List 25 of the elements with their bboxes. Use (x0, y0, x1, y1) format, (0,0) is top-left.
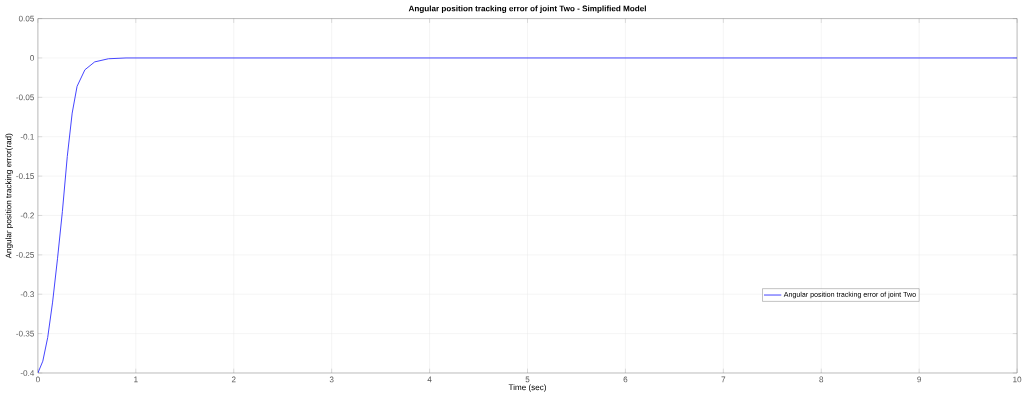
line-series (37, 57, 1018, 373)
x-tick-label: 0 (35, 376, 40, 383)
y-tick-label: -0.1 (20, 133, 34, 140)
y-tick-label: -0.05 (16, 94, 34, 101)
y-tick-label: -0.15 (16, 173, 34, 179)
y-tick-label: -0.25 (16, 251, 34, 258)
x-tick-label: 4 (427, 376, 432, 383)
x-tick-label: 2 (231, 376, 236, 383)
y-axis-title: Angular position tracking error(rad) (5, 133, 13, 259)
y-tick-label: -0.4 (20, 370, 35, 376)
y-tick-label: -0.2 (20, 212, 34, 219)
chart-title: Angular position tracking error of joint Two - Simplified Model (408, 5, 646, 13)
x-tick-label: 5 (525, 376, 530, 383)
y-tick-label: -0.35 (16, 330, 34, 337)
x-tick-label: 10 (1013, 376, 1022, 383)
x-tick-label: 9 (917, 376, 922, 383)
x-tick-label: 8 (819, 376, 824, 383)
x-tick-label: 7 (721, 376, 726, 383)
y-tick-label: 0 (30, 55, 35, 61)
x-tick-label: 6 (623, 376, 628, 383)
y-tick-label: 0.05 (18, 15, 34, 22)
y-tick-label: -0.3 (20, 291, 34, 298)
x-tick-label: 1 (134, 376, 138, 383)
x-axis-title: Time (sec) (508, 384, 546, 392)
x-tick-label: 3 (329, 376, 334, 383)
